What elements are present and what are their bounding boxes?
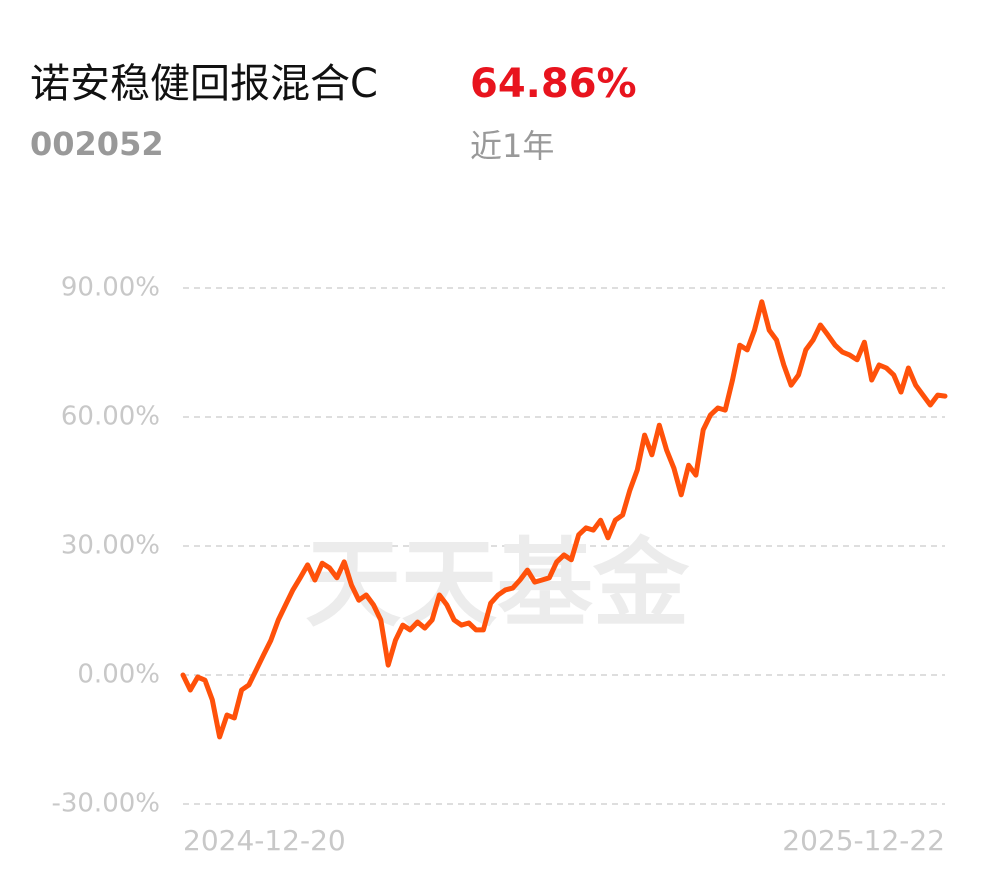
period: 近1年 [470, 127, 554, 165]
fund-code: 002052 [30, 125, 164, 163]
y-tick-label: -30.00% [51, 789, 160, 819]
line-series [180, 299, 948, 740]
x-tick-label: 2024-12-20 [183, 824, 346, 857]
y-tick-label: 60.00% [61, 402, 160, 432]
y-tick-label: 90.00% [61, 273, 160, 303]
watermark: 天天基金 [305, 527, 690, 640]
y-tick-label: 0.00% [77, 660, 160, 690]
y-tick-label: 30.00% [61, 531, 160, 561]
x-tick-label: 2025-12-22 [782, 824, 945, 857]
fund-name: 诺安稳健回报混合C [30, 61, 378, 107]
return-value: 64.86% [470, 61, 637, 107]
